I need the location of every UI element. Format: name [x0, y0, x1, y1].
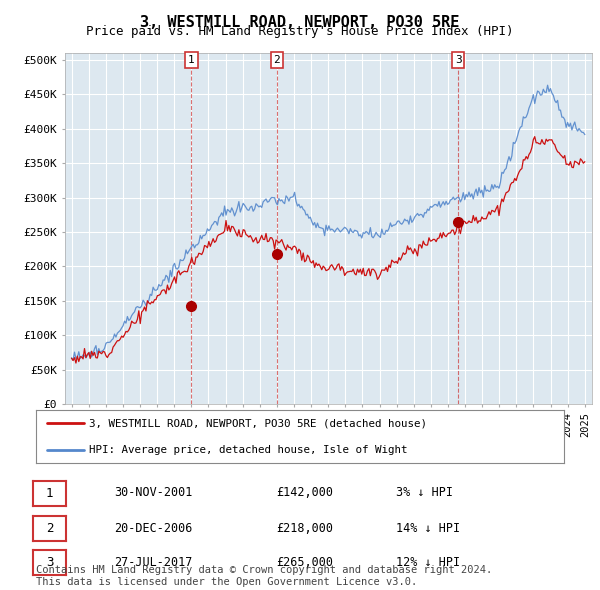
Text: 3, WESTMILL ROAD, NEWPORT, PO30 5RE (detached house): 3, WESTMILL ROAD, NEWPORT, PO30 5RE (det…	[89, 418, 427, 428]
Text: £142,000: £142,000	[276, 486, 333, 499]
Text: 3, WESTMILL ROAD, NEWPORT, PO30 5RE: 3, WESTMILL ROAD, NEWPORT, PO30 5RE	[140, 15, 460, 30]
Text: 14% ↓ HPI: 14% ↓ HPI	[396, 522, 460, 535]
Text: 2: 2	[274, 55, 280, 65]
Text: 12% ↓ HPI: 12% ↓ HPI	[396, 556, 460, 569]
Text: 3% ↓ HPI: 3% ↓ HPI	[396, 486, 453, 499]
Text: Price paid vs. HM Land Registry's House Price Index (HPI): Price paid vs. HM Land Registry's House …	[86, 25, 514, 38]
Text: 30-NOV-2001: 30-NOV-2001	[114, 486, 193, 499]
Text: 1: 1	[188, 55, 195, 65]
Text: 2: 2	[46, 522, 53, 535]
Text: 27-JUL-2017: 27-JUL-2017	[114, 556, 193, 569]
Text: HPI: Average price, detached house, Isle of Wight: HPI: Average price, detached house, Isle…	[89, 445, 407, 455]
Text: 20-DEC-2006: 20-DEC-2006	[114, 522, 193, 535]
Text: £265,000: £265,000	[276, 556, 333, 569]
Text: 3: 3	[46, 556, 53, 569]
Text: 3: 3	[455, 55, 461, 65]
Text: £218,000: £218,000	[276, 522, 333, 535]
Text: 1: 1	[46, 487, 53, 500]
Text: Contains HM Land Registry data © Crown copyright and database right 2024.
This d: Contains HM Land Registry data © Crown c…	[36, 565, 492, 587]
